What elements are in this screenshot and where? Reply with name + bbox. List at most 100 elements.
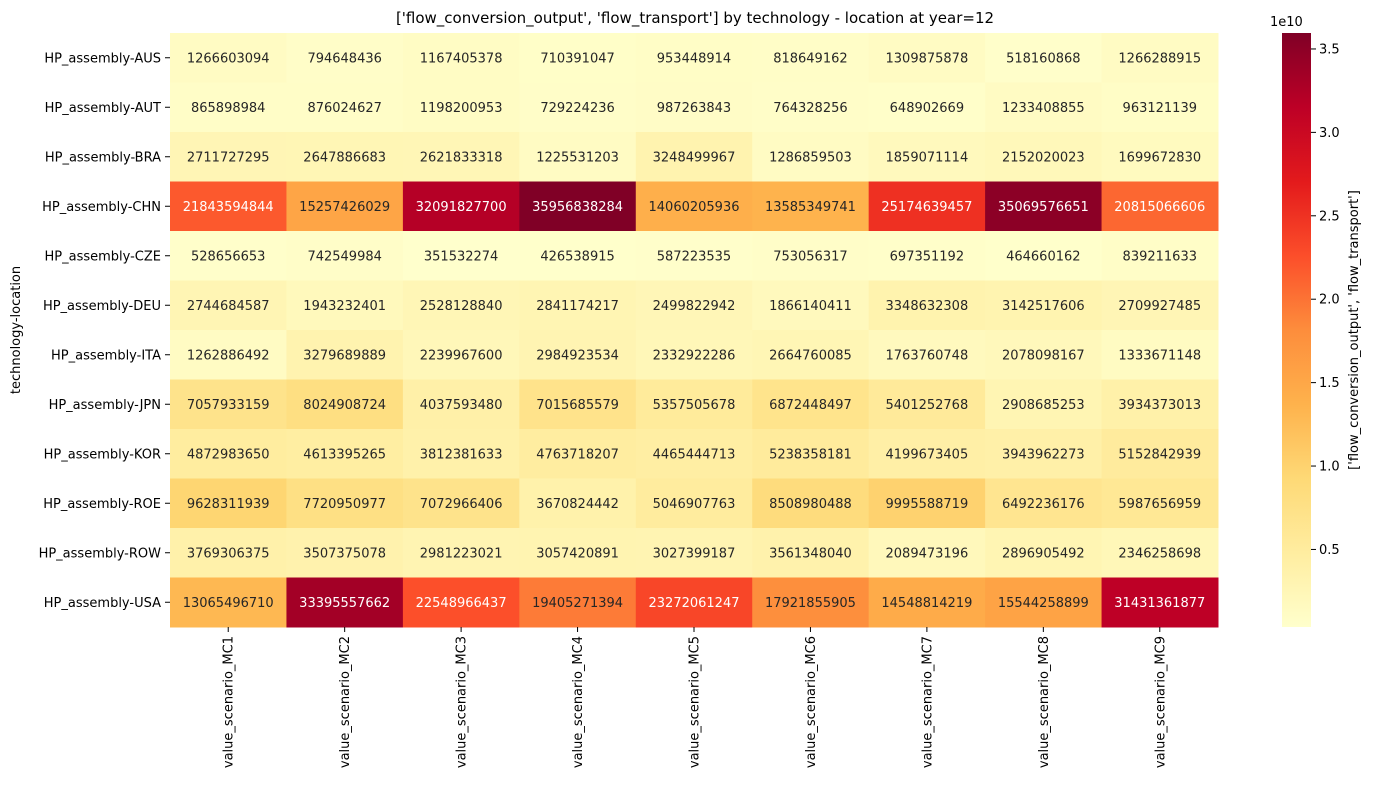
heatmap-cell [170,132,287,182]
row-tick-label: HP_assembly-CHN [42,200,161,215]
cell-value: 2499822942 [653,299,736,314]
cell-value: 710391047 [540,51,614,66]
cell-value: 15544258899 [998,596,1089,611]
heatmap-cell [868,330,986,380]
colorbar-tick-label: 0.5 [1319,543,1340,558]
heatmap-cell [985,132,1103,182]
cell-value: 4037593480 [420,398,503,413]
heatmap-cell [635,82,753,133]
heatmap-cell [286,82,404,133]
cell-value: 4199673405 [886,447,969,462]
cell-value: 7720950977 [303,497,386,512]
cell-value: 1167405378 [420,51,503,66]
cell-value: 2078098167 [1002,348,1085,363]
heatmap-cell [752,478,870,529]
cell-value: 2711727295 [187,150,270,165]
cell-value: 20815066606 [1114,200,1205,215]
cell-value: 4763718207 [536,447,619,462]
heatmap-cell [286,33,404,83]
cell-value: 5046907763 [653,497,736,512]
heatmap-cell [635,379,753,430]
cell-value: 1859071114 [886,150,969,165]
cell-value: 23272061247 [649,596,740,611]
colorbar-tick-label: 2.5 [1319,209,1340,224]
heatmap-cell [752,330,870,380]
heatmap-cell [519,577,637,628]
heatmap-cell [402,181,520,232]
cell-value: 1286859503 [769,150,852,165]
cell-value: 7057933159 [187,398,270,413]
cell-value: 22548966437 [416,596,507,611]
heatmap-cell [635,231,753,281]
cell-value-labels: 1266603094 794648436 1167405378 710391047 95… [183,51,1206,611]
heatmap-cell [519,132,637,182]
heatmap-cell [635,528,753,578]
cell-value: 2984923534 [536,348,619,363]
colorbar: 0.5 1.0 1.5 2.0 2.5 3.0 3.5 1e10 ['flow_conver… [1270,15,1362,627]
cell-value: 2332922286 [653,348,736,363]
row-tick-labels: HP_assembly-AUS HP_assembly-AUT HP_assembl… [39,51,170,611]
colorbar-exponent: 1e10 [1270,15,1303,30]
heatmap-cell [402,379,520,430]
heatmap-cell [868,577,986,628]
heatmap-cell [985,181,1103,232]
heatmap-cell [1101,132,1219,182]
heatmap-cell [286,528,404,578]
cell-value: 2908685253 [1002,398,1085,413]
column-tick-label: value_scenario_MC1 [222,636,237,768]
cell-value: 19405271394 [532,596,623,611]
heatmap-cell [519,33,637,83]
column-tick-label: value_scenario_MC6 [804,636,819,768]
heatmap-cell [402,330,520,380]
cell-value: 753056317 [773,249,847,264]
cell-value: 464660162 [1006,249,1080,264]
heatmap-cell [752,33,870,83]
cell-value: 2744684587 [187,299,270,314]
cell-value: 3279689889 [303,348,386,363]
cell-value: 3934373013 [1118,398,1201,413]
heatmap-cell [519,280,637,331]
heatmap-cell [402,33,520,83]
cell-value: 35956838284 [532,200,623,215]
row-tick-label: HP_assembly-AUT [45,101,161,116]
heatmap-cell [1101,528,1219,578]
cell-value: 8024908724 [303,398,386,413]
heatmap-cell [752,231,870,281]
cell-value: 742549984 [307,249,381,264]
column-tick-label: value_scenario_MC7 [920,636,935,768]
colorbar-tick-label: 1.5 [1319,376,1340,391]
heatmap-cell [286,181,404,232]
column-tick-label: value_scenario_MC2 [338,636,353,768]
colorbar-label: ['flow_conversion_output', 'flow_transpo… [1347,190,1362,470]
heatmap-cell [868,429,986,479]
heatmap-cell [868,528,986,578]
heatmap-cell [985,478,1103,529]
heatmap-cell [868,478,986,529]
cell-value: 2528128840 [420,299,503,314]
cell-value: 697351192 [890,249,964,264]
cell-value: 21843594844 [183,200,274,215]
column-tick-label: value_scenario_MC5 [688,636,703,768]
heatmap-cell [1101,330,1219,380]
heatmap-cell [402,478,520,529]
row-tick-label: HP_assembly-DEU [43,299,161,314]
heatmap-cell [519,478,637,529]
cell-value: 7015685579 [536,398,619,413]
chart-title: ['flow_conversion_output', 'flow_transpo… [396,9,994,28]
heatmap-cell [635,478,753,529]
heatmap-cell [635,429,753,479]
heatmap-cell [985,280,1103,331]
heatmap-cell [170,379,287,430]
cell-value: 1225531203 [536,150,619,165]
cell-value: 13585349741 [765,200,856,215]
cell-value: 729224236 [540,101,614,116]
cell-value: 3670824442 [536,497,619,512]
cell-value: 518160868 [1006,51,1080,66]
heatmap-cell [170,33,287,83]
heatmap-cell [635,132,753,182]
heatmap-cell [170,577,287,628]
cell-value: 2841174217 [536,299,619,314]
cell-value: 963121139 [1123,101,1197,116]
heatmap-cell [402,528,520,578]
heatmap-cell [519,429,637,479]
